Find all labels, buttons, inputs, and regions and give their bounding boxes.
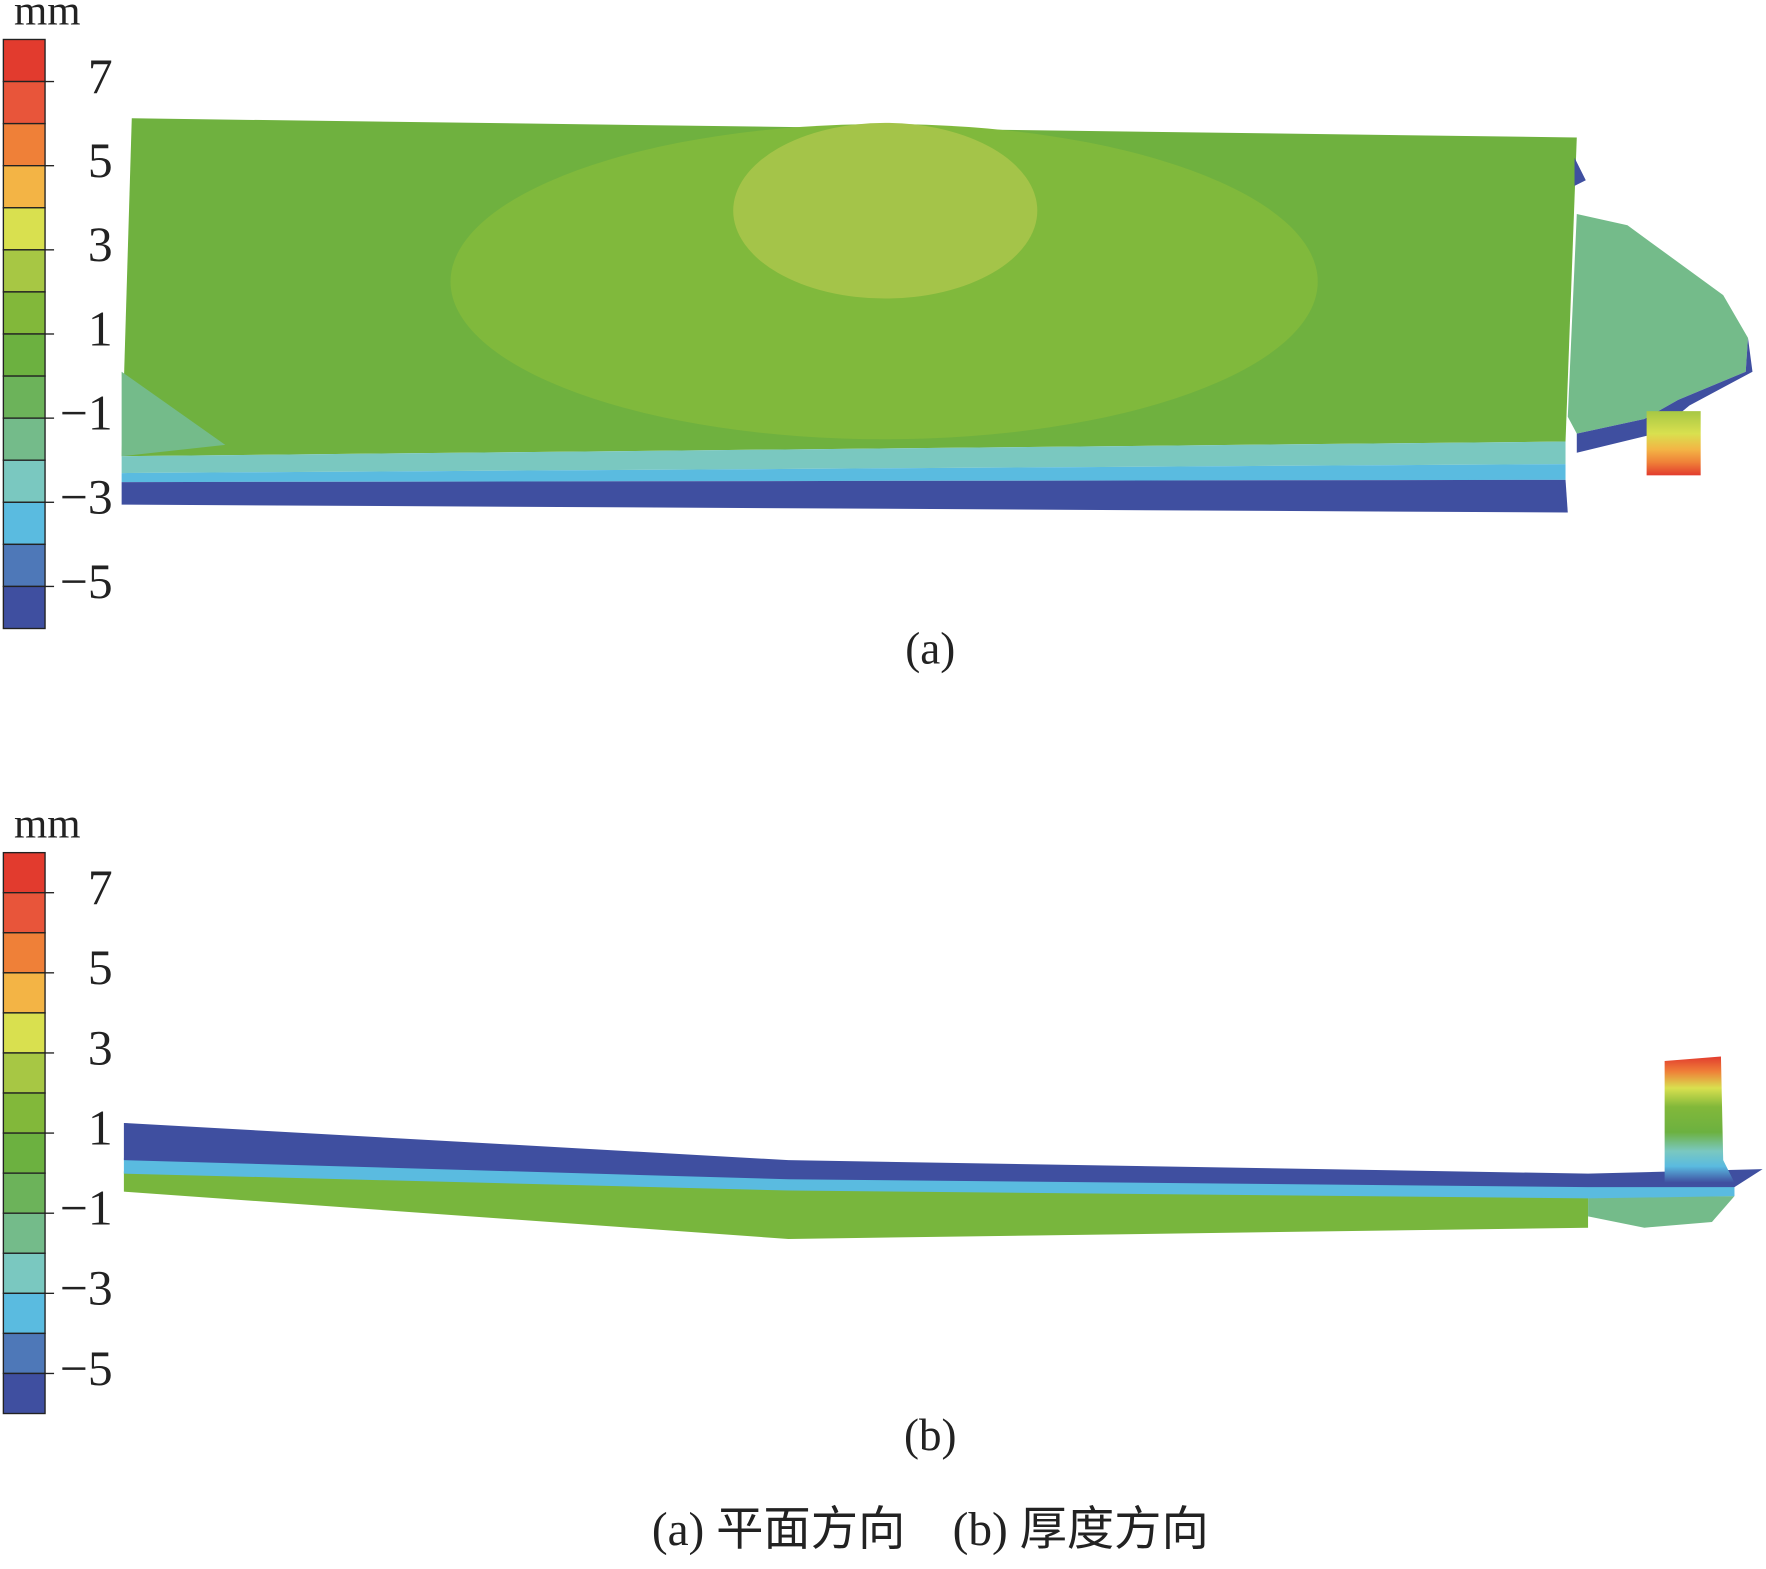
colorbar-swatch [2, 851, 46, 894]
colorbar-label: 5 [88, 133, 113, 188]
panel-label: (b) [904, 1410, 957, 1460]
colorbar-swatch [2, 122, 46, 167]
colorbar-label: −1 [60, 1181, 113, 1236]
colorbar-swatch [2, 417, 46, 461]
colorbar-swatch [2, 585, 46, 630]
colorbar-label: 1 [88, 1100, 113, 1155]
colorbar-swatch [2, 333, 46, 377]
panel-label: (a) [905, 624, 955, 674]
colorbar-swatch [2, 1132, 46, 1174]
colorbar-swatch [2, 1012, 46, 1054]
colorbar-swatch [2, 1332, 46, 1375]
colorbar-label: −3 [60, 1261, 113, 1316]
colorbar-swatch [2, 375, 46, 419]
colorbar-label: 1 [88, 301, 113, 356]
colorbar-label: −5 [60, 554, 113, 609]
colorbar-swatch [2, 543, 46, 588]
colorbar-swatch [2, 459, 46, 503]
colorbar-swatch [2, 1052, 46, 1094]
colorbar-swatch [2, 207, 46, 251]
caption: (a) 平面方向 (b) 厚度方向 [652, 1504, 1209, 1556]
colorbar-label: 3 [88, 217, 113, 272]
colorbar-swatch [2, 932, 46, 974]
colorbar-label: 5 [88, 940, 113, 995]
colorbar-swatch [2, 1252, 46, 1295]
colorbar-swatch [2, 165, 46, 209]
plate-b [123, 1056, 1763, 1239]
colorbar-swatch [2, 1092, 46, 1134]
colorbar-swatch [2, 1372, 46, 1415]
colorbar-swatch [2, 1292, 46, 1335]
colorbar-label: −1 [60, 386, 113, 441]
colorbar-swatch [2, 892, 46, 934]
unit-label: mm [14, 801, 81, 848]
colorbar-swatch [2, 291, 46, 335]
colorbar-swatch [2, 972, 46, 1014]
colorbar-label: 7 [88, 860, 113, 915]
colorbar-swatch [2, 501, 46, 546]
colorbar-label: −5 [60, 1341, 113, 1396]
colorbar-label: 3 [88, 1020, 113, 1075]
colorbar-swatch [2, 249, 46, 293]
plate-a [121, 118, 1753, 513]
colorbar-swatch [2, 38, 46, 83]
colorbar-label: −3 [60, 470, 113, 525]
colorbar-swatch [2, 1172, 46, 1214]
unit-label: mm [14, 0, 81, 35]
colorbar-swatch [2, 1212, 46, 1254]
colorbar-label: 7 [88, 49, 113, 104]
colorbar-swatch [2, 80, 46, 125]
